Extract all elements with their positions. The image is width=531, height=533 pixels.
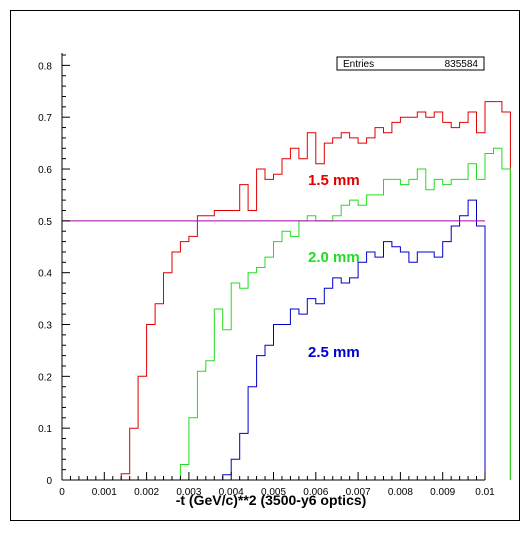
series-label-2-5mm: 2.5 mm bbox=[308, 344, 360, 361]
x-tick-label: 0.004 bbox=[219, 487, 244, 498]
x-tick-label: 0.01 bbox=[475, 487, 495, 498]
x-tick-label: 0.006 bbox=[303, 487, 328, 498]
series-layer bbox=[62, 101, 511, 481]
x-tick-label: 0.005 bbox=[261, 487, 286, 498]
y-tick-label: 0.6 bbox=[38, 165, 52, 176]
x-tick-label: 0.001 bbox=[92, 487, 117, 498]
y-tick-label: 0.2 bbox=[38, 372, 52, 383]
series-label-1-5mm: 1.5 mm bbox=[308, 172, 360, 189]
y-tick-label: 0 bbox=[46, 476, 52, 487]
series-line-1 bbox=[62, 147, 511, 481]
x-tick-label: 0.003 bbox=[176, 487, 201, 498]
canvas-frame bbox=[10, 10, 520, 521]
x-tick-label: 0.009 bbox=[430, 487, 455, 498]
x-axis-title: -t (GeV/c)**2 (3500-y6 optics) bbox=[176, 492, 367, 508]
x-tick-label: 0.007 bbox=[346, 487, 371, 498]
series-line-0 bbox=[62, 101, 511, 481]
stats-entries-value: 835584 bbox=[445, 59, 479, 70]
stats-box: Entries 835584 bbox=[336, 56, 485, 71]
series-label-2-0mm: 2.0 mm bbox=[308, 249, 360, 266]
y-tick-label: 0.3 bbox=[38, 321, 52, 332]
y-tick-label: 0.1 bbox=[38, 424, 52, 435]
y-tick-label: 0.5 bbox=[38, 217, 52, 228]
stats-entries-label: Entries bbox=[343, 59, 374, 70]
y-tick-label: 0.4 bbox=[38, 269, 52, 280]
x-tick-label: 0 bbox=[59, 487, 65, 498]
x-tick-label: 0.002 bbox=[134, 487, 159, 498]
y-tick-label: 0.8 bbox=[38, 61, 52, 72]
axes-layer: 0 0.001 0.002 0.003 0.004 0.005 0.006 0.007 0.00… bbox=[38, 53, 495, 498]
y-tick-label: 0.7 bbox=[38, 113, 52, 124]
x-tick-label: 0.008 bbox=[388, 487, 413, 498]
